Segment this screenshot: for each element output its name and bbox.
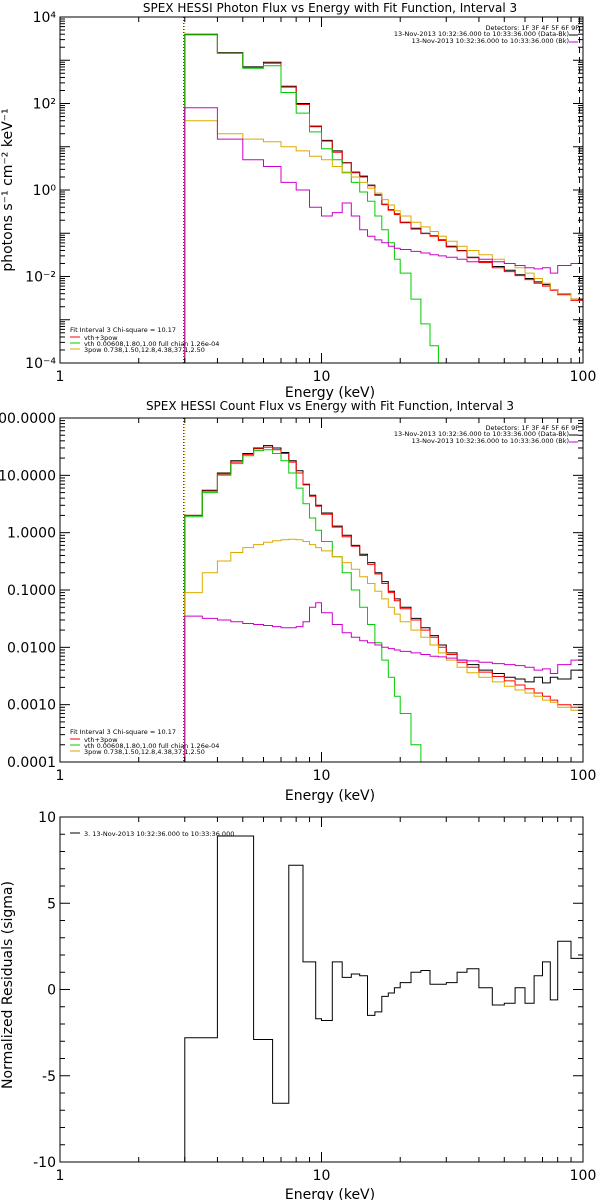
x-tick-label: 100 [570, 369, 597, 385]
x-tick-label: 10 [313, 768, 331, 784]
series-line-2 [184, 34, 447, 363]
legend-detectors-2: Detectors: 1F 3F 4F 5F 6F 9F [485, 424, 579, 432]
y-tick-label: 10⁻² [25, 270, 56, 286]
series-line-0 [184, 445, 583, 762]
legend-vth: vth 0.00608,1.80,1.00 full chian 1.26e-0… [84, 340, 219, 348]
legend-data-bk: 13-Nov-2013 10:32:36.000 to 10:33:36.000… [394, 30, 569, 38]
x-tick-label: 1 [56, 369, 65, 385]
series-line-0 [184, 835, 583, 1162]
residuals-plot: Energy (keV) Normalized Residuals (sigma… [0, 810, 596, 1200]
x-tick-label: 10 [313, 369, 331, 385]
y-tick-label: 0.0010 [7, 698, 56, 714]
count-plot-marks: 1 10 100 0.0001 0.0010 0.0100 0.1000 1.0000 10.0… [0, 411, 596, 784]
x-tick-label: 1 [56, 768, 65, 784]
series-line-4 [184, 107, 583, 363]
series-line-1 [184, 446, 583, 762]
legend-fit-interval: Fit Interval 3 Chi-square = 10.17 [70, 326, 176, 334]
legend-bk: 13-Nov-2013 10:32:36.000 to 10:33:36.000… [412, 37, 569, 45]
photon-plot-title: SPEX HESSI Photon Flux vs Energy with Fi… [143, 1, 517, 15]
y-tick-label: 10⁰ [33, 183, 57, 199]
legend-detectors: Detectors: 1F 3F 4F 5F 6F 9F [485, 24, 579, 32]
count-flux-plot: SPEX HESSI Count Flux vs Energy with Fit… [0, 399, 596, 804]
y-tick-label: -10 [33, 1155, 56, 1171]
y-tick-label: 10 [38, 810, 56, 826]
series-line-0 [184, 33, 583, 363]
count-plot-xlabel: Energy (keV) [285, 788, 375, 804]
legend-fit-interval-2: Fit Interval 3 Chi-square = 10.17 [70, 728, 176, 736]
photon-plot-xlabel: Energy (keV) [285, 385, 375, 401]
photon-flux-plot: SPEX HESSI Photon Flux vs Energy with Fi… [0, 1, 596, 401]
residuals-plot-xlabel: Energy (keV) [285, 1187, 375, 1200]
x-tick-label: 1 [56, 1168, 65, 1184]
photon-plot-legend-bottom: Fit Interval 3 Chi-square = 10.17 vth+3p… [70, 326, 219, 354]
y-tick-label: 100.0000 [0, 411, 56, 427]
count-plot-title: SPEX HESSI Count Flux vs Energy with Fit… [146, 399, 514, 413]
series-line-3 [184, 120, 583, 363]
legend-total: vth+3pow [84, 334, 118, 342]
residuals-plot-ylabel: Normalized Residuals (sigma) [0, 881, 16, 1089]
x-tick-label: 100 [570, 768, 597, 784]
y-tick-label: 0.0100 [7, 640, 56, 656]
plot-frame [59, 816, 584, 1163]
count-plot-legend-top: Detectors: 1F 3F 4F 5F 6F 9F 13-Nov-2013… [394, 424, 579, 445]
y-tick-label: 1.0000 [7, 526, 56, 542]
y-tick-label: -5 [42, 1069, 56, 1085]
x-tick-label: 100 [570, 1168, 597, 1184]
y-tick-label: 0 [47, 983, 56, 999]
y-tick-label: 10⁻⁴ [25, 356, 56, 372]
legend-vth-2: vth 0.00608,1.80,1.00 full chian 1.26e-0… [84, 742, 219, 750]
residuals-plot-marks: 1 10 100 -10 -5 0 5 10 [33, 810, 596, 1184]
series-line-1 [184, 34, 583, 363]
photon-plot-legend-top: Detectors: 1F 3F 4F 5F 6F 9F 13-Nov-2013… [394, 24, 579, 45]
series-line-4 [184, 602, 583, 762]
photon-plot-marks: 1 10 100 10⁻⁴ 10⁻² 10⁰ 10² 10⁴ [25, 10, 596, 385]
photon-plot-ylabel: photons s⁻¹ cm⁻² keV⁻¹ [0, 108, 16, 271]
y-tick-label: 10⁴ [33, 10, 57, 26]
residuals-legend: 3. 13-Nov-2013 10:32:36.000 to 10:33:36.… [84, 830, 234, 838]
count-plot-legend-bottom: Fit Interval 3 Chi-square = 10.17 vth+3p… [70, 728, 219, 756]
y-tick-label: 0.1000 [7, 583, 56, 599]
series-line-2 [184, 449, 422, 762]
legend-3pow-2: 3pow 0.738,1.50,12.8,4.38,37.1,2.50 [84, 748, 205, 756]
y-tick-label: 10² [33, 97, 56, 113]
y-tick-label: 0.0001 [7, 755, 56, 771]
y-tick-label: 10.0000 [0, 468, 56, 484]
y-tick-label: 5 [47, 896, 56, 912]
legend-data-bk-2: 13-Nov-2013 10:32:36.000 to 10:33:36.000… [394, 430, 569, 438]
legend-3pow: 3pow 0.738,1.50,12.8,4.38,37.1,2.50 [84, 346, 205, 354]
plot-frame [59, 16, 584, 364]
plot-frame [59, 417, 584, 763]
legend-total-2: vth+3pow [84, 736, 118, 744]
series-line-3 [184, 538, 583, 762]
legend-bk-2: 13-Nov-2013 10:32:36.000 to 10:33:36.000… [412, 437, 569, 445]
x-tick-label: 10 [313, 1168, 331, 1184]
